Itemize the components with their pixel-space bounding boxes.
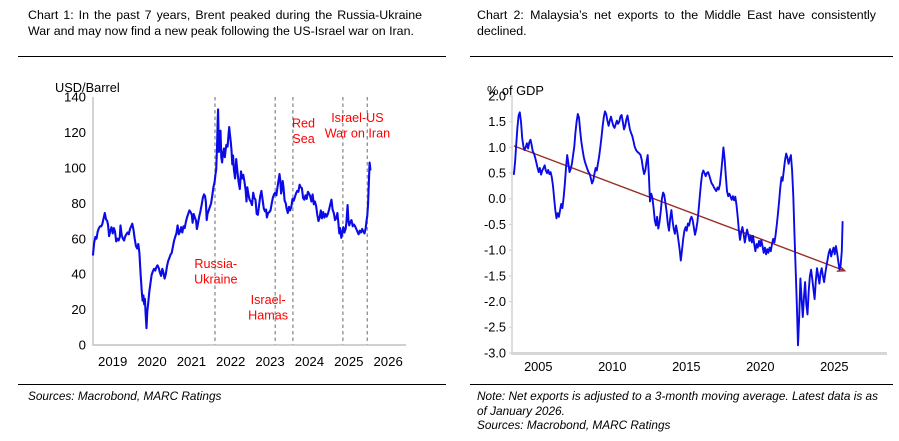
chart2-xtick-label: 2015 bbox=[672, 359, 700, 374]
chart2-source-note: Sources: Macrobond, MARC Ratings bbox=[477, 418, 671, 433]
chart2-ytick-label: -2.0 bbox=[484, 294, 506, 309]
brent-price-line bbox=[91, 108, 372, 330]
chart2-ytick-label: -3.0 bbox=[484, 345, 506, 360]
chart1-xtick-label: 2026 bbox=[373, 354, 402, 369]
net-exports-line bbox=[512, 110, 844, 347]
chart1-ytick-label: 40 bbox=[71, 267, 86, 282]
chart2-xtick-label: 2010 bbox=[598, 359, 626, 374]
event-annotation: Russia- bbox=[194, 257, 237, 271]
chart2-net-exports-line-chart: 2.0 1.5 1.0 0.5 0.0 -0.5 -1.0 -1.5 -2.0 -2.5 -3.0 2… bbox=[484, 88, 887, 374]
chart1-ytick-label: 140 bbox=[64, 90, 86, 105]
chart1-ytick-label: 120 bbox=[64, 125, 86, 140]
chart1-axes bbox=[92, 97, 406, 346]
chart2-xtick-label: 2025 bbox=[820, 359, 848, 374]
chart1-xtick-label: 2019 bbox=[98, 354, 127, 369]
event-annotation: War on Iran bbox=[325, 127, 390, 141]
chart1-xtick-label: 2022 bbox=[216, 354, 245, 369]
chart1-xtick-label: 2020 bbox=[137, 354, 166, 369]
chart2-ytick-label: 2.0 bbox=[488, 88, 506, 103]
chart2-note: Note: Net exports is adjusted to a 3-mon… bbox=[477, 389, 878, 418]
chart2-ytick-label: -2.5 bbox=[484, 320, 506, 335]
chart2-unit-label: % of GDP bbox=[487, 83, 544, 98]
chart1-ytick-label: 80 bbox=[71, 196, 86, 211]
chart1-ytick-label: 0 bbox=[79, 338, 86, 353]
chart1-footer: Sources: Macrobond, MARC Ratings bbox=[28, 389, 428, 404]
event-annotation: Israel- bbox=[251, 293, 286, 307]
chart2-footer: Note: Net exports is adjusted to a 3-mon… bbox=[477, 389, 878, 433]
chart1-footer-divider bbox=[18, 384, 446, 385]
chart2-ytick-label: -1.5 bbox=[484, 268, 506, 283]
chart2-ytick-label: 0.0 bbox=[488, 191, 506, 206]
chart1-source-note: Sources: Macrobond, MARC Ratings bbox=[28, 389, 222, 403]
chart1-xtick-label: 2025 bbox=[334, 354, 363, 369]
event-annotation: Red bbox=[292, 116, 315, 130]
chart1-ytick-label: 20 bbox=[71, 302, 86, 317]
chart1-xtick-label: 2023 bbox=[255, 354, 284, 369]
chart2-ytick-label: 1.5 bbox=[488, 114, 506, 129]
chart2-ytick-label: 0.5 bbox=[488, 166, 506, 181]
chart2-xtick-label: 2005 bbox=[524, 359, 552, 374]
chart1-unit-label: USD/Barrel bbox=[55, 80, 120, 95]
event-annotation: Hamas bbox=[248, 308, 288, 322]
chart1-title-divider bbox=[18, 56, 446, 57]
event-annotation: Sea bbox=[292, 132, 314, 146]
chart2-ytick-label: -0.5 bbox=[484, 217, 506, 232]
chart1-title: Chart 1: In the past 7 years, Brent peak… bbox=[28, 8, 422, 38]
chart2-ytick-label: -1.0 bbox=[484, 243, 506, 258]
event-annotation: Ukraine bbox=[194, 272, 237, 286]
chart1-brent-line-chart: 0 20 40 60 80 100 120 140 2019 2020 2021 2022 2023 20… bbox=[64, 90, 406, 369]
chart1-ytick-label: 60 bbox=[71, 231, 86, 246]
chart2-ytick-label: 1.0 bbox=[488, 140, 506, 155]
chart2-footer-divider bbox=[470, 384, 893, 385]
chart1-xtick-label: 2021 bbox=[177, 354, 206, 369]
chart2-title: Chart 2: Malaysia’s net exports to the M… bbox=[477, 8, 876, 38]
chart2-xtick-label: 2020 bbox=[746, 359, 774, 374]
chart1-ytick-label: 100 bbox=[64, 160, 86, 175]
chart1-xtick-label: 2024 bbox=[295, 354, 324, 369]
event-annotation: Israel-US bbox=[331, 111, 383, 125]
chart2-title-divider bbox=[470, 56, 893, 57]
